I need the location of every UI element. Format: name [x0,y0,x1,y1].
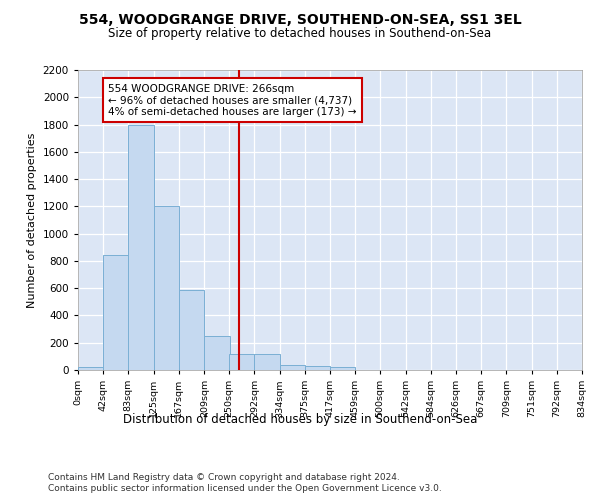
Text: 554, WOODGRANGE DRIVE, SOUTHEND-ON-SEA, SS1 3EL: 554, WOODGRANGE DRIVE, SOUTHEND-ON-SEA, … [79,12,521,26]
Text: 554 WOODGRANGE DRIVE: 266sqm
← 96% of detached houses are smaller (4,737)
4% of : 554 WOODGRANGE DRIVE: 266sqm ← 96% of de… [108,84,357,117]
Bar [229,354,254,370]
Text: Contains HM Land Registry data © Crown copyright and database right 2024.: Contains HM Land Registry data © Crown c… [48,472,400,482]
Bar [254,354,280,370]
Bar [205,336,230,370]
Bar [179,290,205,370]
Bar [128,124,154,370]
Bar [330,368,355,370]
Text: Distribution of detached houses by size in Southend-on-Sea: Distribution of detached houses by size … [123,412,477,426]
Text: Contains public sector information licensed under the Open Government Licence v3: Contains public sector information licen… [48,484,442,493]
Bar [280,364,305,370]
Text: Size of property relative to detached houses in Southend-on-Sea: Size of property relative to detached ho… [109,28,491,40]
Bar [154,206,179,370]
Y-axis label: Number of detached properties: Number of detached properties [27,132,37,308]
Bar [305,366,330,370]
Bar [103,256,129,370]
Bar [78,368,103,370]
